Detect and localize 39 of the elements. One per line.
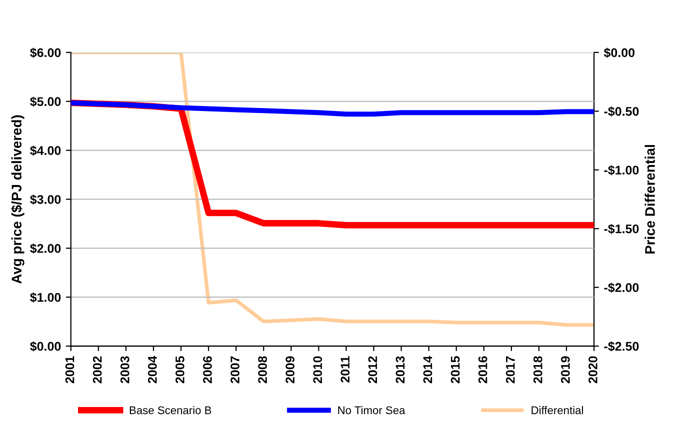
- y-tick-label: $2.00: [30, 243, 61, 254]
- y2-axis-title: Price Differential: [644, 145, 655, 254]
- legend-label: Base Scenario B: [130, 406, 212, 414]
- y2-tick-label: -$2.50: [604, 341, 639, 352]
- x-tick-label: 2018: [533, 356, 542, 384]
- y2-tick-label: -$0.50: [604, 106, 639, 117]
- x-tick-label: 2013: [396, 356, 405, 384]
- legend-label: Differential: [532, 406, 583, 414]
- x-tick-label: 2017: [506, 356, 515, 384]
- x-tick-label: 2015: [450, 356, 460, 384]
- x-tick-label: 2012: [368, 356, 378, 384]
- x-tick-label: 2005: [176, 356, 184, 384]
- line-series: [70, 52, 594, 327]
- x-tick-label: 2009: [286, 356, 294, 384]
- x-tick-label: 2010: [313, 356, 322, 384]
- x-tick-label: 2001: [65, 356, 74, 384]
- y-tick-label: $4.00: [30, 146, 61, 156]
- y-tick-label: $6.00: [30, 48, 61, 58]
- x-tick-label: 2003: [120, 356, 130, 384]
- x-tick-label: 2002: [92, 356, 102, 384]
- y-tick-label: $1.00: [30, 292, 61, 303]
- y-axis-title: Avg price ($/PJ delivered): [11, 115, 24, 284]
- x-tick-label: 2004: [148, 356, 157, 384]
- y-tick-label: $5.00: [30, 96, 61, 107]
- x-tick-label: 2006: [203, 356, 212, 384]
- x-tick-label: 2014: [423, 356, 432, 384]
- legend-label: No Timor Sea: [338, 406, 406, 414]
- x-tick-label: 2019: [560, 356, 570, 384]
- y2-tick-label: -$1.50: [604, 224, 639, 234]
- y2-tick-label: $0.00: [604, 48, 634, 58]
- y2-tick-label: -$2.00: [604, 282, 639, 293]
- y-tick-label: $0.00: [30, 341, 61, 352]
- x-tick-label: 2011: [340, 356, 350, 383]
- x-tick-label: 2007: [230, 356, 240, 384]
- x-tick-label: 2008: [258, 356, 267, 384]
- y2-tick-label: -$1.00: [604, 165, 639, 176]
- y-tick-label: $3.00: [30, 194, 61, 205]
- x-tick-label: 2020: [588, 356, 598, 384]
- x-tick-label: 2016: [478, 356, 488, 384]
